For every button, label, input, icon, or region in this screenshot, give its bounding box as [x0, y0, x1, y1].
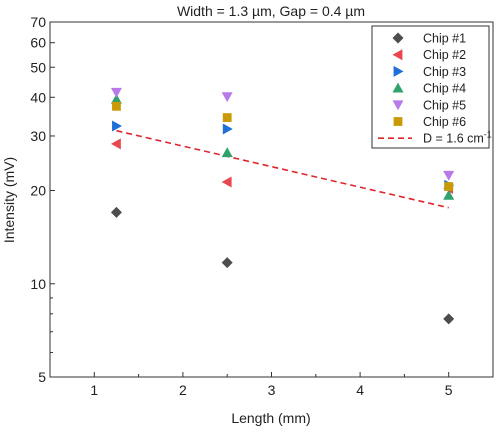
- legend-box: [371, 25, 490, 149]
- data-point-chip-5-1: [110, 87, 122, 98]
- x-tick-label-5: 5: [445, 382, 453, 398]
- legend-label-fit: D = 1.6 cm-1: [423, 130, 492, 146]
- data-point-chip-2-1: [110, 138, 121, 150]
- fit-line: [116, 129, 449, 209]
- data-point-chip-6-1: [112, 101, 121, 111]
- x-tick-label-1: 1: [90, 382, 98, 398]
- legend: Chip #1 Chip #2 Chip #3 Chip #4 Chip #5 Chip …: [371, 25, 492, 149]
- data-point-chip-5-3: [443, 170, 455, 181]
- y-tick-label-10: 10: [30, 276, 46, 292]
- y-tick-label-50: 50: [30, 59, 46, 75]
- x-tick-label-3: 3: [268, 382, 276, 398]
- data-point-chip-4-1: [110, 93, 122, 104]
- legend-marker-chip-1: [392, 32, 404, 44]
- data-point-chip-1-1: [110, 206, 122, 218]
- data-point-chip-3-1: [112, 120, 122, 132]
- y-axis: 5 10 20 30 40 50 60 70: [30, 14, 55, 385]
- data-point-chip-4-3: [443, 189, 455, 200]
- y-tick-label-5: 5: [38, 369, 46, 385]
- y-tick-label-60: 60: [30, 35, 46, 51]
- x-axis: 1 2 3 4 5: [90, 372, 453, 398]
- legend-label-chip-2: Chip #2: [423, 48, 466, 62]
- legend-label-chip-4: Chip #4: [423, 82, 466, 96]
- legend-label-fit-superscript: -1: [484, 130, 492, 140]
- legend-marker-chip-4: [392, 82, 404, 93]
- data-point-chip-1-3: [443, 313, 455, 325]
- chart-title: Width = 1.3 µm, Gap = 0.4 µm: [177, 3, 365, 19]
- data-point-chip-6-3: [444, 182, 454, 191]
- x-tick-label-4: 4: [356, 382, 364, 398]
- legend-label-chip-1: Chip #1: [423, 32, 466, 46]
- legend-marker-chip-5: [392, 100, 404, 111]
- y-tick-label-40: 40: [30, 89, 46, 105]
- fit-line-layer: [116, 129, 449, 209]
- legend-marker-chip-3: [393, 65, 404, 77]
- legend-label-chip-6: Chip #6: [423, 115, 466, 129]
- data-point-chip-4-2: [221, 147, 233, 158]
- y-axis-title: Intensity (mV): [1, 157, 17, 243]
- data-point-chip-5-2: [221, 92, 233, 103]
- data-points-layer: [110, 87, 455, 325]
- legend-label-chip-5: Chip #5: [423, 98, 466, 112]
- data-point-chip-3-2: [222, 123, 233, 135]
- y-tick-label-20: 20: [30, 183, 46, 199]
- legend-label-chip-3: Chip #3: [423, 65, 466, 79]
- data-point-chip-6-2: [222, 113, 232, 122]
- data-point-chip-2-2: [221, 176, 232, 188]
- y-tick-label-70: 70: [30, 14, 46, 30]
- legend-marker-chip-2: [392, 49, 403, 61]
- data-point-chip-1-2: [221, 257, 233, 269]
- legend-marker-chip-6: [393, 117, 403, 126]
- y-tick-label-30: 30: [30, 128, 46, 144]
- x-axis-title: Length (mm): [231, 410, 310, 426]
- x-tick-label-2: 2: [179, 382, 187, 398]
